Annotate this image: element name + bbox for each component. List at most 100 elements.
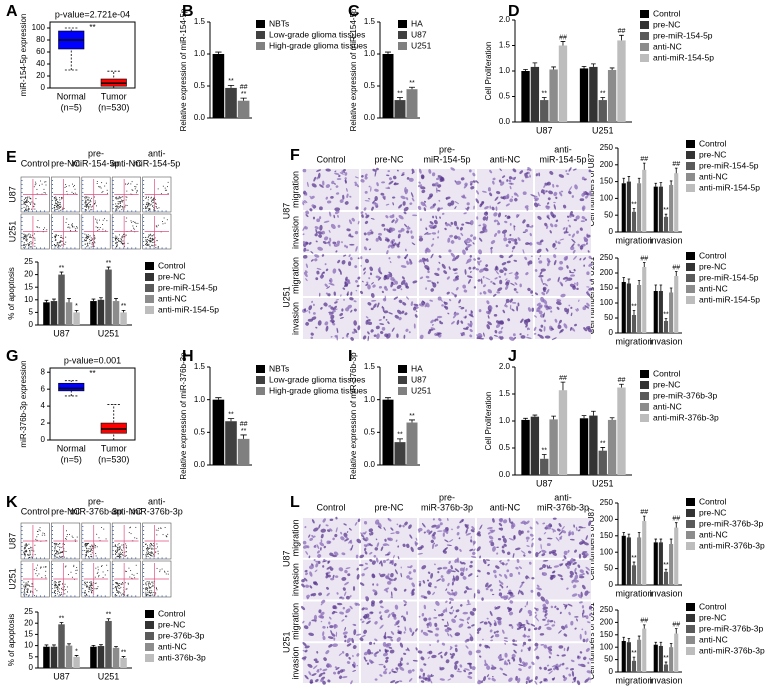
flow-dot — [89, 589, 91, 590]
cell — [586, 286, 590, 288]
flow-dot — [106, 189, 108, 191]
cell — [531, 307, 535, 312]
error-bar — [669, 538, 673, 544]
flow-dot — [163, 217, 165, 219]
flow-dot — [87, 236, 89, 238]
cell — [472, 541, 476, 546]
cell — [344, 172, 348, 176]
cell — [329, 625, 334, 629]
cell — [383, 527, 386, 531]
cell — [307, 318, 314, 322]
flow-dot — [146, 587, 148, 589]
flow-dot — [84, 550, 86, 551]
cell — [564, 604, 567, 608]
flow-dots — [114, 564, 138, 597]
cell — [588, 255, 592, 259]
cell — [564, 278, 570, 282]
cell — [585, 647, 590, 652]
flow-dot — [89, 204, 91, 206]
flow-dot — [84, 544, 86, 546]
cell — [326, 540, 331, 545]
cell — [485, 582, 489, 588]
cells — [476, 600, 536, 643]
flow-dot — [84, 582, 85, 584]
cell — [504, 642, 507, 645]
cell — [542, 618, 546, 621]
cell — [581, 192, 585, 197]
flow-dot — [91, 585, 93, 587]
flow-dot — [28, 594, 30, 596]
cell — [360, 179, 365, 183]
cell — [563, 550, 568, 555]
cell — [361, 573, 365, 577]
flow-dot — [152, 199, 154, 201]
cell — [407, 669, 412, 674]
flow-dot — [59, 236, 61, 238]
row-label: U87 — [7, 533, 17, 550]
flow-dot — [149, 546, 151, 548]
flow-dot — [66, 536, 68, 538]
cell — [552, 530, 555, 533]
cell — [349, 595, 352, 598]
flow-dot — [87, 543, 89, 545]
cell — [454, 546, 459, 551]
flow-dot — [27, 548, 29, 550]
cell — [468, 672, 471, 676]
cell — [577, 243, 580, 247]
flow-dot — [144, 587, 146, 589]
cell — [435, 177, 441, 181]
cell — [413, 303, 419, 307]
cell — [499, 667, 504, 671]
flow-dot — [121, 209, 123, 211]
bar — [212, 399, 225, 465]
cell — [519, 170, 524, 175]
cell — [494, 329, 498, 334]
cell — [342, 606, 346, 610]
flow-dot — [36, 531, 38, 532]
flow-dot — [23, 246, 25, 248]
flow-dot — [117, 547, 119, 549]
panel-label: C — [348, 3, 360, 20]
flow-dot — [151, 201, 152, 203]
flow-dot — [154, 594, 156, 596]
cell — [415, 647, 418, 651]
flow-dot — [87, 550, 89, 552]
cell — [370, 611, 374, 614]
cell — [344, 244, 347, 248]
cell — [483, 211, 488, 216]
bar — [549, 419, 558, 475]
cell — [428, 617, 432, 621]
cell — [346, 228, 351, 232]
cell — [585, 570, 589, 575]
flow-dot — [164, 527, 166, 528]
significance-mark: ** — [89, 23, 95, 32]
cell — [531, 661, 535, 666]
flow-dot — [87, 198, 89, 200]
cell — [554, 224, 558, 228]
flow-dot — [147, 209, 149, 211]
cell — [332, 310, 336, 313]
flow-dot — [115, 550, 117, 552]
cell — [440, 575, 444, 578]
cell — [363, 521, 368, 525]
cell — [446, 291, 450, 295]
flow-dot — [25, 551, 27, 553]
flow-dot — [119, 203, 121, 205]
cell — [347, 279, 351, 284]
cell — [585, 566, 591, 571]
legend-swatch — [145, 654, 154, 662]
cell — [424, 264, 430, 270]
cell — [332, 574, 335, 579]
cell — [511, 523, 516, 528]
flow-dot — [54, 590, 56, 592]
flow-dot — [59, 543, 61, 545]
cell — [391, 612, 395, 615]
cell — [442, 532, 445, 537]
cells — [363, 641, 418, 684]
cell — [578, 541, 585, 545]
cell — [322, 180, 325, 186]
cell — [349, 195, 352, 198]
flow-dot — [40, 567, 42, 569]
flow-dot — [123, 233, 124, 235]
cell — [398, 299, 403, 304]
